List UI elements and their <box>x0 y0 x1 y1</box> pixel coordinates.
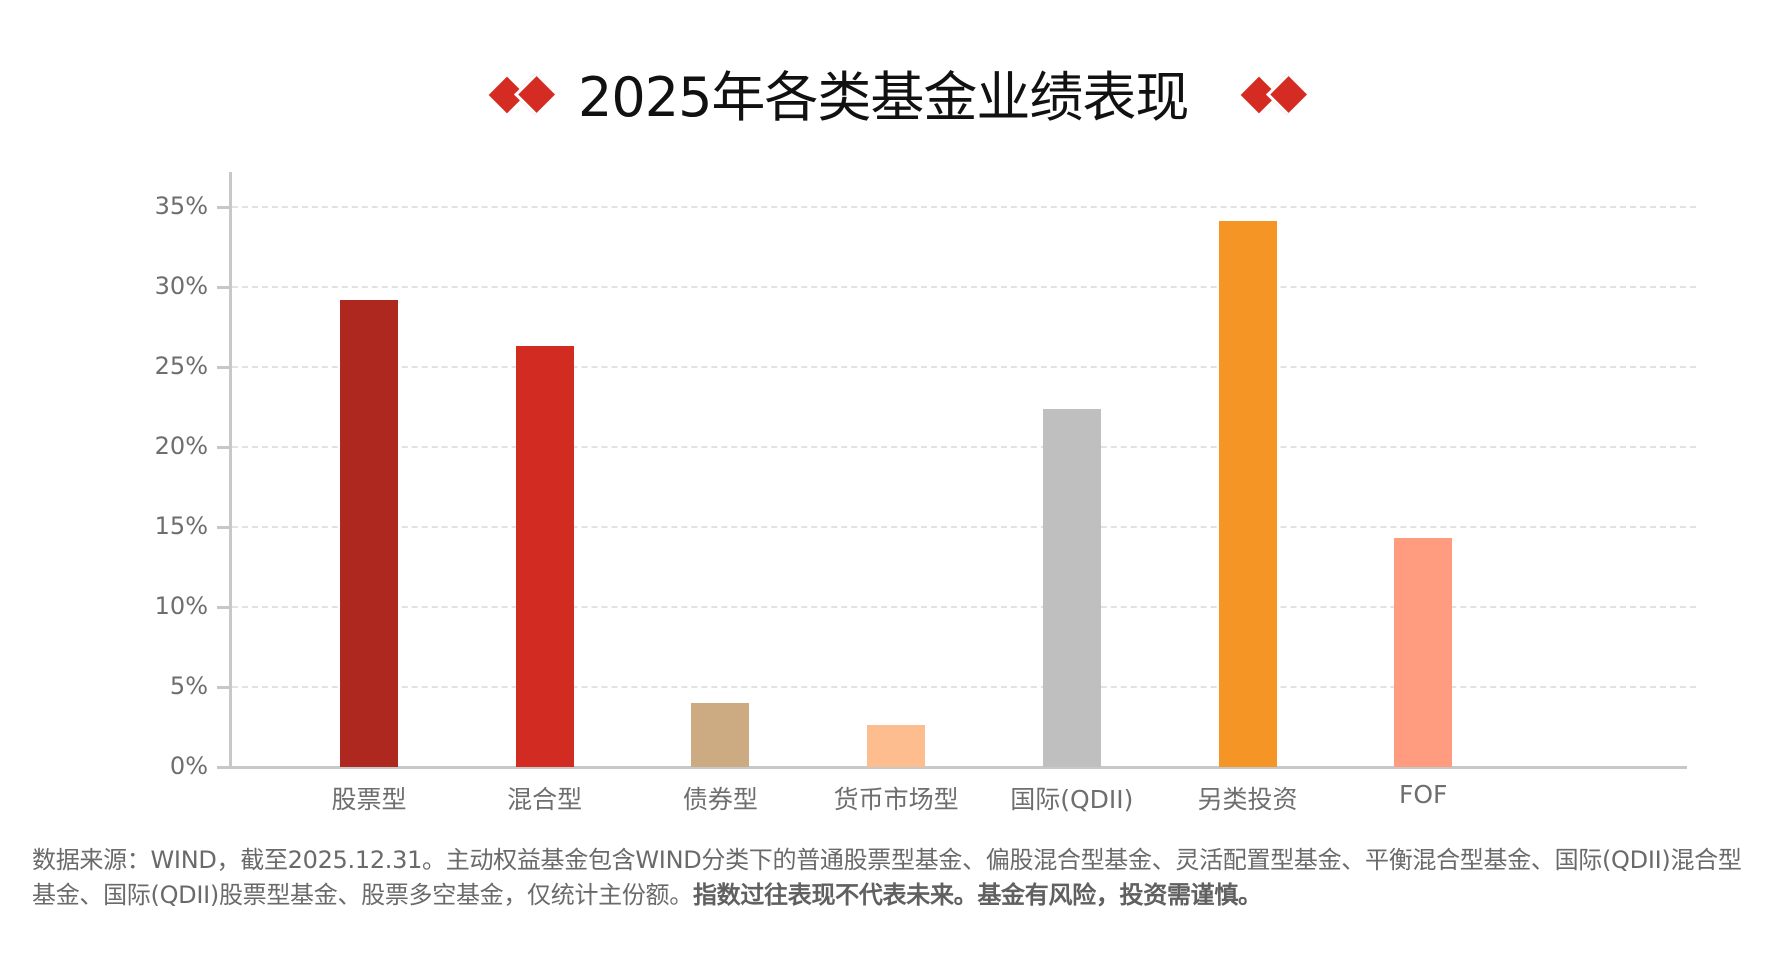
y-tick-label: 0% <box>169 752 208 780</box>
footnote-disclaimer: 指数过往表现不代表未来。基金有风险，投资需谨慎。 <box>692 881 1262 909</box>
x-tick-label: 国际(QDII) <box>1010 785 1134 814</box>
bar <box>691 703 750 767</box>
x-axis <box>217 766 1687 769</box>
x-tick-label: 混合型 <box>507 785 583 814</box>
gridline <box>232 206 1696 208</box>
y-tick-label: 15% <box>154 512 208 540</box>
x-tick-label: FOF <box>1398 780 1448 809</box>
gridline <box>232 366 1696 368</box>
gridline <box>232 286 1696 288</box>
y-tick-mark <box>217 686 231 689</box>
gridline <box>232 606 1696 608</box>
y-tick-mark <box>217 286 231 289</box>
chart-title: 2025年各类基金业绩表现 <box>578 66 1189 129</box>
y-tick-mark <box>217 366 231 369</box>
y-tick-mark <box>217 446 231 449</box>
footnote-source: 数据来源：WIND，截至2025.12.31。主动权益基金包含WIND分类下的普… <box>32 846 1742 909</box>
footnote: 数据来源：WIND，截至2025.12.31。主动权益基金包含WIND分类下的普… <box>32 843 1752 913</box>
gridline <box>232 446 1696 448</box>
bar <box>1042 408 1101 767</box>
x-tick-label: 货币市场型 <box>833 785 959 814</box>
chart-header: 2025年各类基金业绩表现 <box>0 58 1789 138</box>
y-tick-label: 30% <box>154 272 208 300</box>
y-tick-mark <box>217 606 231 609</box>
gridline <box>232 686 1696 688</box>
gridline <box>232 526 1696 528</box>
x-tick-label: 债券型 <box>682 785 758 814</box>
bar <box>1218 221 1277 767</box>
bar-chart: 0% 5% 10% 15% 20% 25% 30% 35% 股票型 混合型 债券型 货币市场型 国际(Q… <box>154 172 1696 814</box>
x-tick-label: 另类投资 <box>1197 785 1298 814</box>
y-tick-label: 35% <box>154 192 208 220</box>
y-tick-label: 20% <box>154 432 208 460</box>
y-tick-label: 25% <box>154 352 208 380</box>
y-tick-label: 10% <box>154 592 208 620</box>
bar <box>867 725 926 767</box>
bar <box>1394 538 1453 767</box>
y-tick-mark <box>217 766 231 769</box>
bar <box>340 299 398 767</box>
y-tick-label: 5% <box>169 672 208 700</box>
y-tick-mark <box>217 526 231 529</box>
x-tick-label: 股票型 <box>331 785 407 814</box>
bar <box>515 346 574 767</box>
y-axis <box>229 172 232 769</box>
y-tick-mark <box>217 206 231 209</box>
